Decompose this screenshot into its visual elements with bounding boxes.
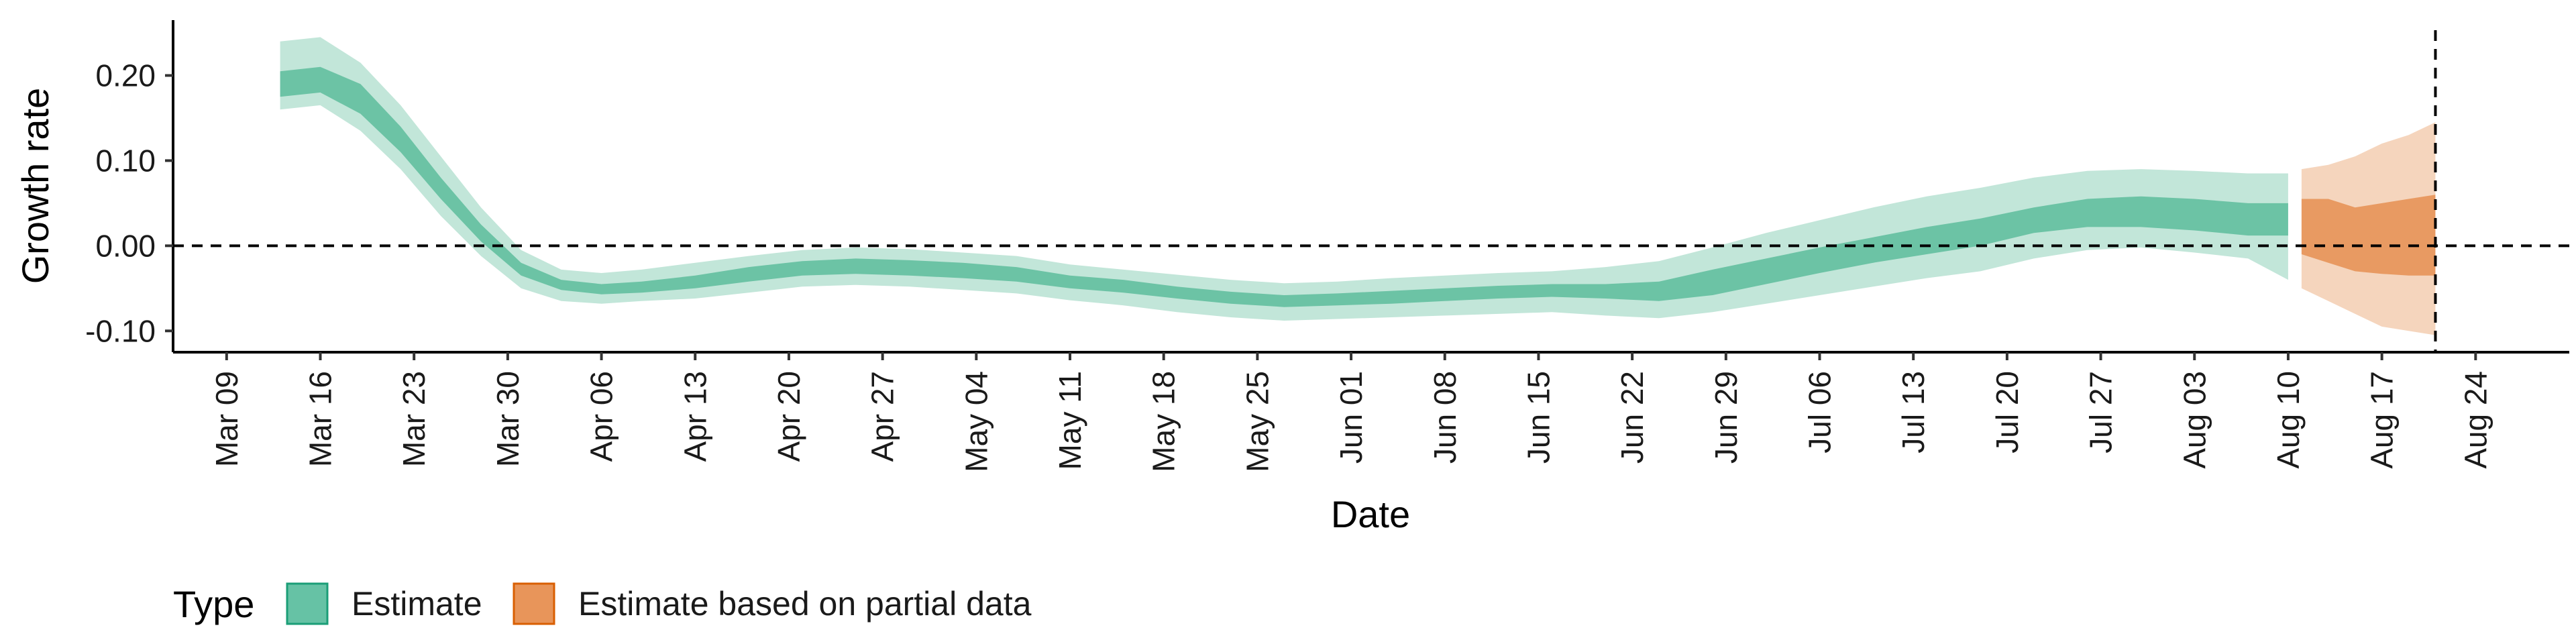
x-tick-label: Mar 23: [396, 371, 431, 467]
y-axis-ticks: -0.10 0.00 0.10 0.20: [85, 58, 173, 348]
x-tick-label: Mar 30: [490, 371, 525, 467]
x-tick-label: Jul 06: [1803, 371, 1837, 453]
x-tick-label: Aug 24: [2458, 371, 2493, 469]
x-tick-label: Mar 09: [209, 371, 244, 467]
estimate-outer-band: [280, 37, 2288, 321]
x-tick-label: May 25: [1240, 371, 1275, 472]
x-tick-label: Jul 27: [2084, 371, 2118, 453]
x-tick-label: May 04: [959, 371, 994, 472]
y-axis-title: Growth rate: [14, 88, 56, 284]
legend-label-estimate: Estimate: [352, 585, 482, 623]
partial-data-inner-band: [2301, 195, 2436, 276]
x-tick-label: Jun 08: [1428, 371, 1462, 464]
x-tick-label: Apr 06: [584, 371, 619, 462]
x-tick-label: Apr 13: [678, 371, 712, 462]
x-tick-label: Mar 16: [303, 371, 338, 467]
x-tick-label: Jun 15: [1521, 371, 1556, 464]
legend-label-partial-data: Estimate based on partial data: [578, 585, 1032, 623]
legend: Type Estimate Estimate based on partial …: [173, 582, 1032, 625]
x-tick-label: May 11: [1053, 371, 1087, 470]
legend-title: Type: [173, 583, 254, 625]
x-tick-label: Aug 17: [2365, 371, 2400, 469]
x-tick-label: Aug 03: [2177, 371, 2212, 469]
reference-lines: [173, 30, 2569, 352]
legend-swatch-estimate: [286, 582, 329, 625]
x-tick-label: Jun 29: [1709, 371, 1743, 464]
x-tick-label: Jul 20: [1990, 371, 2025, 453]
x-tick-label: Apr 27: [865, 371, 900, 462]
x-axis-title: Date: [1331, 493, 1410, 535]
x-tick-label: May 18: [1146, 371, 1181, 472]
x-tick-label: Jun 22: [1615, 371, 1650, 464]
x-tick-label: Apr 20: [771, 371, 806, 462]
y-tick-label: 0.00: [95, 228, 156, 263]
x-tick-label: Jun 01: [1334, 371, 1368, 464]
y-tick-label: 0.20: [95, 58, 156, 93]
y-tick-label: -0.10: [85, 313, 156, 348]
x-tick-label: Aug 10: [2271, 371, 2306, 469]
x-axis-ticks: Mar 09 Mar 16 Mar 23 Mar 30 Apr 06 Apr 13 Apr …: [209, 352, 2493, 472]
confidence-bands: [280, 37, 2436, 335]
legend-swatch-partial-data: [513, 582, 555, 625]
y-tick-label: 0.10: [95, 143, 156, 178]
x-tick-label: Jul 13: [1896, 371, 1931, 453]
